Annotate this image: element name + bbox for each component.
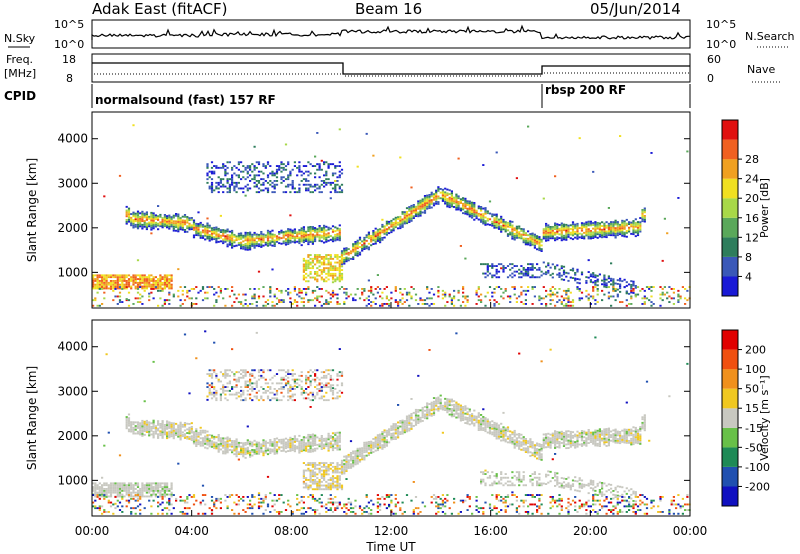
nave-bottom-tick: 0 [707,72,714,85]
freq-bottom-tick: 8 [66,72,73,85]
colorbar-tick-label: 28 [745,153,759,166]
power-ylabel: Slant Range [km] [25,158,39,262]
beam-title: Beam 16 [355,0,422,18]
velocity-heatmap: 1000 2000 3000 4000 Slant Range [km] [25,319,691,517]
colorbar-tick-label: 8 [745,251,752,264]
x-axis: 00:00 04:00 08:00 12:00 16:00 20:00 00:00 [75,302,708,538]
y-tick-label: 4000 [57,340,88,354]
colorbar-swatch [722,120,738,140]
station-title: Adak East (fitACF) [92,0,227,18]
x-tick-label: 08:00 [274,524,309,538]
nave-label: Nave [747,63,775,76]
colorbar-swatch [722,159,738,179]
colorbar-tick-label: 15 [745,402,759,415]
colorbar-tick-label: -100 [745,461,770,474]
colorbar-swatch [722,349,738,370]
velocity-colorbar: 200 100 50 15 -15 -50 -100 -200 Velocity [m s⁻¹… [721,329,771,507]
power-cells [92,124,691,307]
nsearch-label: N.Search [745,30,795,43]
nsky-top-tick: 10^5 [54,18,84,31]
y-tick-label: 1000 [57,265,88,279]
colorbar-tick-label: 100 [745,363,766,376]
colorbar-tick-label: 50 [745,383,759,396]
y-tick-label: 3000 [57,384,88,398]
freq-top-tick: 18 [62,53,76,66]
colorbar-tick-label: -50 [745,441,763,454]
y-tick-label: 2000 [57,429,88,443]
colorbar-tick-label: -200 [745,480,770,493]
date-title: 05/Jun/2014 [590,0,681,18]
colorbar-tick-label: 16 [745,212,759,225]
power-colorbar: 4 8 12 16 20 24 28 Power [dB] [721,119,771,297]
velocity-colorbar-label: Velocity [m s⁻¹] [758,375,771,460]
colorbar-swatch [722,139,738,160]
nsearch-top-tick: 10^5 [706,18,736,31]
power-heatmap: 1000 2000 3000 4000 Slant Range [km] [25,111,691,309]
colorbar-tick-label: -15 [745,422,763,435]
colorbar-swatch [722,427,738,448]
cpid-panel: CPID normalsound (fast) 157 RF rbsp 200 … [4,83,691,108]
nsky-trace [91,24,690,40]
freq-trace [92,62,690,75]
cpid-segment-1: normalsound (fast) 157 RF [95,93,276,107]
x-tick-label: 00:00 [673,524,708,538]
cpid-segment-2: rbsp 200 RF [545,83,626,97]
colorbar-swatch [722,276,738,296]
colorbar-tick-label: 20 [745,192,759,205]
x-tick-label: 20:00 [573,524,608,538]
velocity-frame [91,319,691,517]
power-colorbar-label: Power [dB] [758,178,771,238]
colorbar-swatch [722,330,738,350]
nave-top-tick: 60 [707,53,721,66]
colorbar-tick-label: 12 [745,231,759,244]
colorbar-swatch [722,178,738,199]
x-tick-label: 12:00 [374,524,409,538]
freq-label-2: [MHz] [4,67,36,80]
velocity-y-ticks: 1000 2000 3000 4000 [57,340,690,487]
cpid-label: CPID [4,89,36,103]
colorbar-swatch [722,237,738,257]
x-tick-label: 00:00 [75,524,110,538]
y-tick-label: 3000 [57,176,88,190]
nsky-bottom-tick: 10^0 [54,38,84,51]
colorbar-swatch [722,256,738,277]
y-tick-label: 2000 [57,221,88,235]
colorbar-swatch [722,198,738,218]
power-y-ticks: 1000 2000 3000 4000 [57,132,690,279]
nsearch-bottom-tick: 10^0 [706,38,736,51]
nave-trace [94,72,690,77]
colorbar-swatch [722,388,738,409]
colorbar-tick-label: 200 [745,344,766,357]
colorbar-swatch [722,369,738,389]
colorbar-swatch [722,408,738,428]
x-axis-label: Time UT [365,540,416,554]
colorbar-swatch [722,466,738,487]
nsky-panel: N.Sky 10^5 10^0 10^5 10^0 N.Search [4,18,795,51]
velocity-ylabel: Slant Range [km] [25,366,39,470]
freq-label-1: Freq. [6,53,33,66]
y-tick-label: 4000 [57,132,88,146]
colorbar-tick-label: 24 [745,173,759,186]
y-tick-label: 1000 [57,473,88,487]
colorbar-tick-label: 4 [745,270,752,283]
power-frame [91,111,691,309]
colorbar-swatch [722,486,738,506]
freq-panel: Freq. [MHz] 18 8 60 0 Nave [4,53,780,85]
colorbar-swatch [722,447,738,467]
velocity-cells [92,330,691,515]
x-tick-label: 16:00 [473,524,508,538]
nsky-label: N.Sky [4,32,36,45]
x-tick-label: 04:00 [174,524,209,538]
colorbar-swatch [722,217,738,238]
